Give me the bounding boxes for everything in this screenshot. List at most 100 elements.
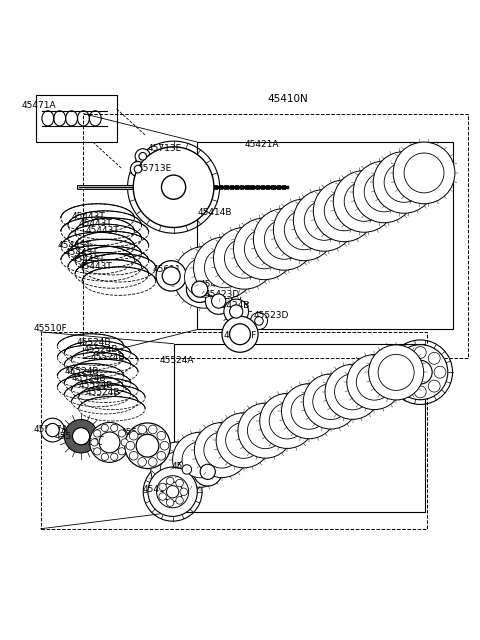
Circle shape [135,148,150,164]
Text: 45523: 45523 [120,428,149,437]
Circle shape [244,229,284,269]
Circle shape [393,345,448,400]
Circle shape [94,430,101,437]
Circle shape [94,448,101,455]
Circle shape [434,366,446,378]
Text: 45524A: 45524A [159,356,194,365]
Circle shape [176,479,183,487]
Circle shape [167,499,174,506]
Circle shape [156,476,189,508]
Circle shape [138,425,146,434]
Circle shape [428,380,440,392]
Bar [174,344,425,512]
Circle shape [364,172,404,212]
Circle shape [193,458,222,486]
Circle shape [428,352,440,364]
Circle shape [91,439,98,446]
Circle shape [156,260,186,291]
Circle shape [384,163,424,202]
Circle shape [274,199,335,260]
Circle shape [353,161,415,223]
Circle shape [204,432,240,468]
Circle shape [378,355,414,390]
Text: 45542D: 45542D [55,432,90,441]
Circle shape [163,482,182,502]
Circle shape [134,165,142,173]
Circle shape [125,423,170,468]
Circle shape [184,257,224,297]
Circle shape [264,220,304,259]
Circle shape [325,364,380,419]
Text: 45713E: 45713E [147,144,182,153]
Text: 45414B: 45414B [197,208,232,217]
Text: 45510F: 45510F [34,324,67,333]
Circle shape [101,424,108,431]
Circle shape [99,432,120,453]
Circle shape [182,465,192,474]
Circle shape [159,483,167,491]
Text: 45410N: 45410N [267,94,308,104]
Text: 45424B: 45424B [216,301,250,310]
Text: 45412: 45412 [143,485,171,494]
Circle shape [233,218,295,280]
Circle shape [193,237,255,299]
Circle shape [139,152,146,160]
Circle shape [126,442,135,450]
Bar [41,332,427,529]
Circle shape [284,210,324,250]
Circle shape [72,428,90,445]
Circle shape [161,175,186,199]
Circle shape [157,431,166,440]
Circle shape [313,383,349,420]
Circle shape [136,435,159,457]
Circle shape [129,451,138,460]
Text: 45443T: 45443T [72,255,105,264]
Circle shape [148,425,157,434]
Text: 45443T: 45443T [72,212,105,221]
Circle shape [414,386,426,398]
Circle shape [101,453,108,460]
Circle shape [229,324,251,345]
Circle shape [313,180,375,242]
Circle shape [414,346,426,358]
Circle shape [148,467,197,516]
Circle shape [160,442,169,450]
Text: 45443T: 45443T [64,248,98,257]
Wedge shape [64,420,97,453]
Text: 45713E: 45713E [138,164,172,173]
Text: 45443T: 45443T [79,219,112,228]
Circle shape [400,380,412,392]
Text: 45443T: 45443T [79,262,112,271]
Text: 45524B: 45524B [76,339,111,348]
Circle shape [293,189,355,252]
Text: 45524B: 45524B [84,346,118,355]
Circle shape [90,422,130,462]
Circle shape [182,442,218,478]
Text: 45524B: 45524B [64,367,99,376]
Bar [84,114,468,358]
Text: 45421A: 45421A [245,140,279,149]
Circle shape [138,458,146,467]
Text: 45422: 45422 [200,280,228,289]
Circle shape [226,422,262,458]
Circle shape [333,170,395,232]
Circle shape [229,305,243,318]
Circle shape [167,477,174,484]
Circle shape [303,374,358,429]
Circle shape [260,394,315,449]
Circle shape [369,345,424,400]
Circle shape [324,191,364,231]
Circle shape [160,451,196,488]
Circle shape [251,312,267,330]
Circle shape [395,366,407,378]
Text: 45524B: 45524B [91,353,125,362]
Circle shape [186,276,213,303]
Circle shape [110,424,118,431]
Circle shape [269,403,305,439]
Text: 45524B: 45524B [79,381,113,390]
Text: 45524B: 45524B [86,388,120,397]
Text: 45456B: 45456B [384,362,420,371]
Text: 45423D: 45423D [204,290,240,299]
Circle shape [133,147,214,227]
Text: 45442F: 45442F [223,331,257,340]
